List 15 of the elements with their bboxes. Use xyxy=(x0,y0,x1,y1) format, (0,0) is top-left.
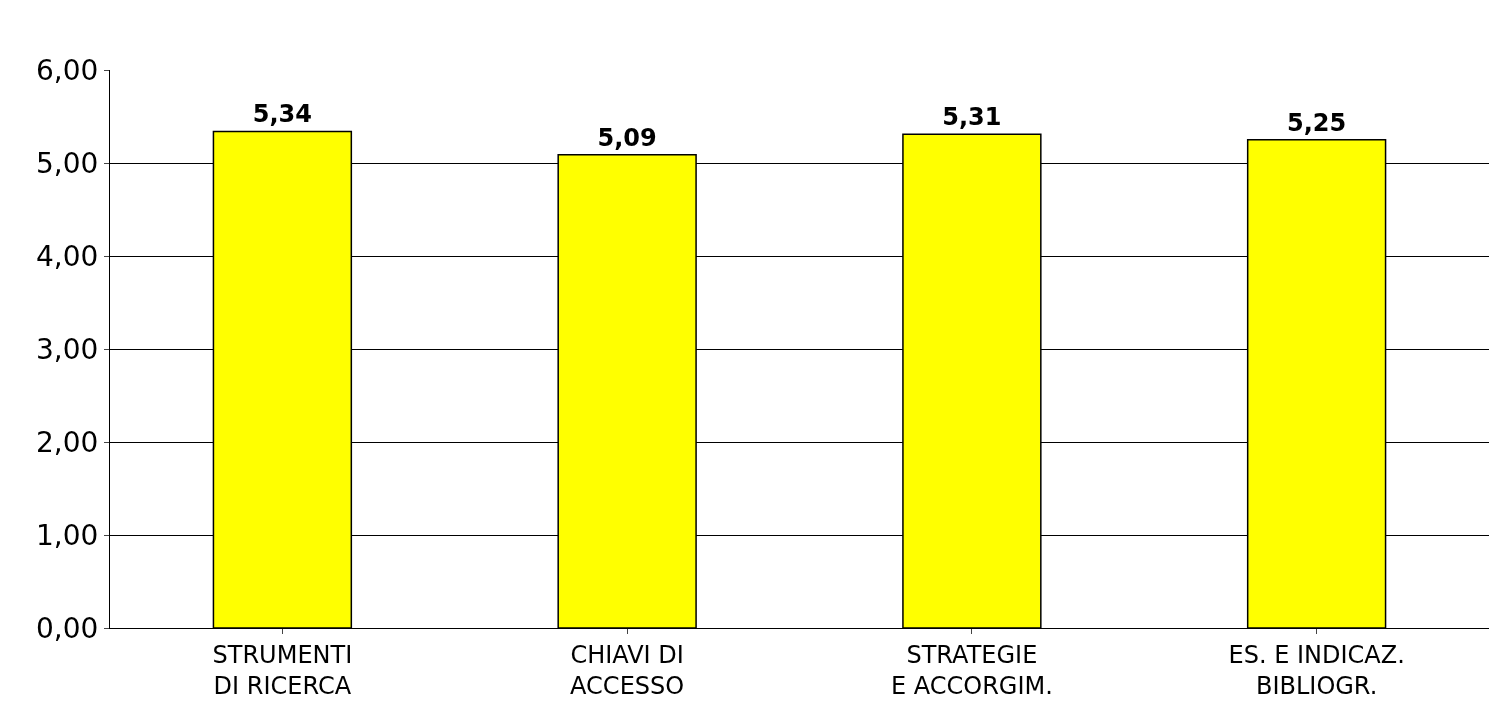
data-label: 5,31 xyxy=(942,103,1002,132)
y-tick-label: 2,00 xyxy=(36,425,99,459)
data-label: 5,25 xyxy=(1287,108,1347,137)
data-label: 5,09 xyxy=(597,123,657,152)
x-tick-label: CHIAVI DI ACCESSO xyxy=(570,640,685,700)
y-tick-label: 0,00 xyxy=(36,611,99,645)
data-label: 5,34 xyxy=(252,100,312,129)
x-tick-label: ES. E INDICAZ. BIBLIOGR. xyxy=(1228,640,1405,700)
y-tick-label: 4,00 xyxy=(36,239,99,273)
y-tick-label: 5,00 xyxy=(36,146,99,180)
y-tick-label: 6,00 xyxy=(36,53,99,87)
y-tick-label: 3,00 xyxy=(36,332,99,366)
y-tick-label: 1,00 xyxy=(36,518,99,552)
x-tick-label: STRATEGIE E ACCORGIM. xyxy=(890,640,1053,700)
x-tick-label: STRUMENTI DI RICERCA xyxy=(212,640,353,700)
